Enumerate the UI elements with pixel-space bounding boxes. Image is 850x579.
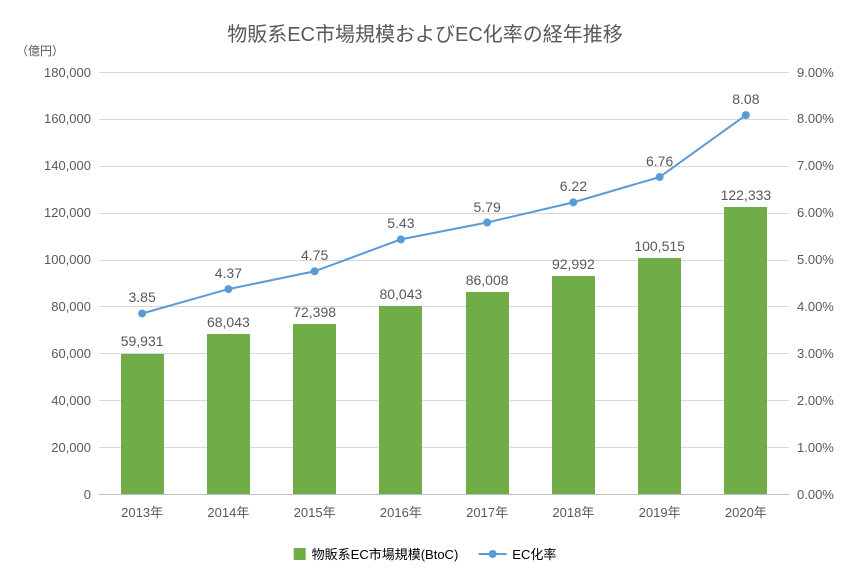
y1-tick-label: 120,000 (44, 205, 91, 220)
legend-swatch-line (478, 553, 506, 555)
line-layer (99, 72, 789, 494)
y1-tick-label: 160,000 (44, 111, 91, 126)
y1-tick-label: 80,000 (51, 299, 91, 314)
line-marker (656, 173, 664, 181)
y2-tick-label: 2.00% (797, 393, 834, 408)
legend-label-bars: 物販系EC市場規模(BtoC) (312, 544, 459, 563)
y1-tick-label: 140,000 (44, 158, 91, 173)
y2-tick-label: 8.00% (797, 111, 834, 126)
y1-tick-label: 180,000 (44, 65, 91, 80)
x-tick-label: 2014年 (207, 502, 249, 521)
y2-tick-label: 6.00% (797, 205, 834, 220)
y2-tick-label: 3.00% (797, 346, 834, 361)
x-tick-label: 2015年 (294, 502, 336, 521)
y2-tick-label: 0.00% (797, 487, 834, 502)
y2-tick-label: 4.00% (797, 299, 834, 314)
baseline (99, 494, 789, 495)
y1-tick-label: 40,000 (51, 393, 91, 408)
plot-area (99, 72, 789, 494)
y2-tick-label: 7.00% (797, 158, 834, 173)
x-tick-label: 2018年 (552, 502, 594, 521)
legend-label-line: EC化率 (512, 544, 556, 563)
trend-line (142, 115, 746, 313)
line-marker (742, 111, 750, 119)
y2-tick-label: 5.00% (797, 252, 834, 267)
y1-tick-label: 20,000 (51, 440, 91, 455)
legend: 物販系EC市場規模(BtoC) EC化率 (294, 544, 557, 563)
x-tick-label: 2013年 (121, 502, 163, 521)
legend-swatch-bar (294, 548, 306, 560)
line-marker (138, 309, 146, 317)
line-marker (311, 267, 319, 275)
line-marker (569, 198, 577, 206)
chart-title: 物販系EC市場規模およびEC化率の経年推移 (0, 18, 850, 47)
x-tick-label: 2020年 (725, 502, 767, 521)
x-tick-label: 2019年 (639, 502, 681, 521)
y1-tick-label: 100,000 (44, 252, 91, 267)
legend-item-bars: 物販系EC市場規模(BtoC) (294, 544, 459, 563)
legend-item-line: EC化率 (478, 544, 556, 563)
chart-root: 物販系EC市場規模およびEC化率の経年推移 （億円） 物販系EC市場規模(Bto… (0, 0, 850, 579)
y1-tick-label: 60,000 (51, 346, 91, 361)
line-marker (224, 285, 232, 293)
y1-tick-label: 0 (84, 487, 91, 502)
y1-unit-label: （億円） (16, 42, 64, 59)
y2-tick-label: 1.00% (797, 440, 834, 455)
x-tick-label: 2016年 (380, 502, 422, 521)
y2-tick-label: 9.00% (797, 65, 834, 80)
line-marker (483, 219, 491, 227)
x-tick-label: 2017年 (466, 502, 508, 521)
line-marker (397, 235, 405, 243)
